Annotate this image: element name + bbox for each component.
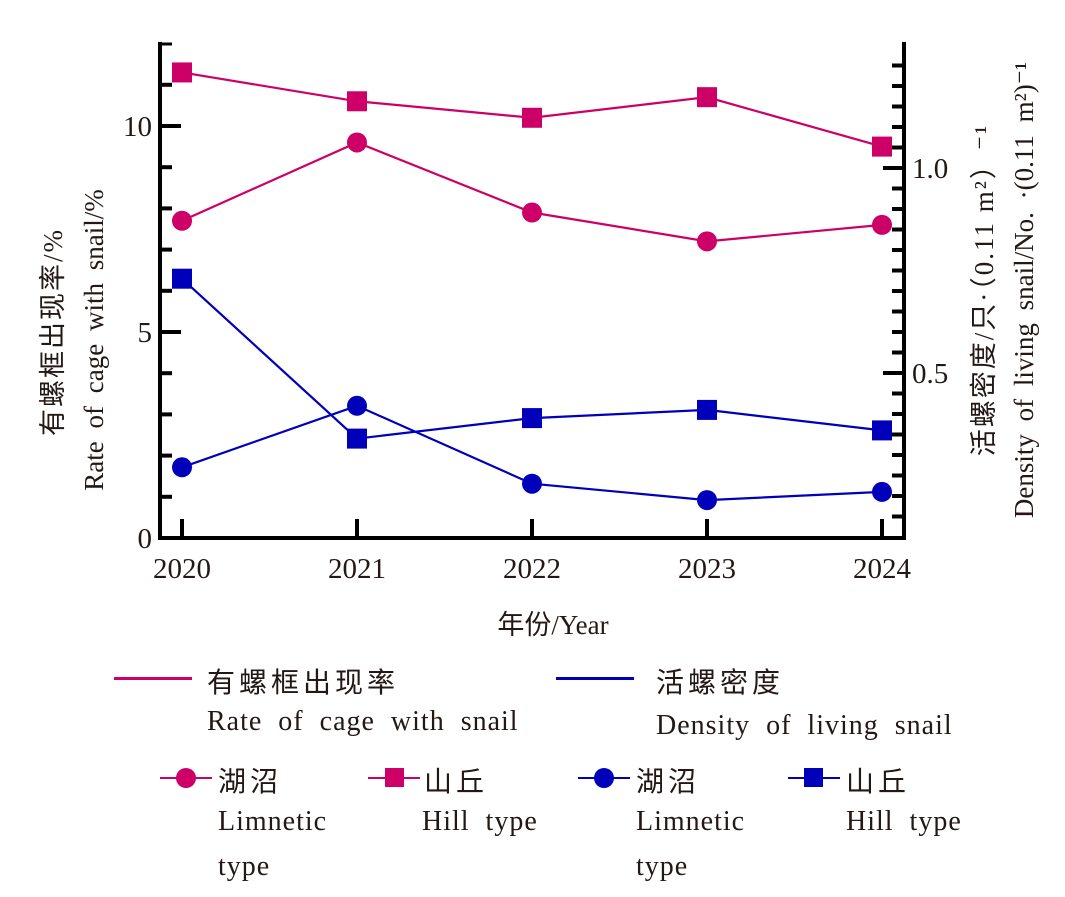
series-layer [172, 62, 892, 511]
x-tick-label: 2021 [328, 553, 386, 585]
y-left-tick-label: 5 [138, 317, 153, 349]
data-point-density-circle [697, 490, 717, 511]
data-point-rate-circle [172, 210, 192, 231]
y-right-tick-label: 1.0 [912, 153, 948, 185]
x-tick-label: 2022 [503, 553, 561, 585]
data-point-rate-circle [872, 214, 892, 235]
data-point-density-square [172, 268, 192, 289]
y-left-axis-title-en: Rate of cage with snail/% [79, 189, 109, 490]
data-point-rate-circle [522, 202, 542, 223]
data-point-density-circle [872, 481, 892, 502]
x-tick-label: 2023 [678, 553, 736, 585]
data-point-rate-square [522, 107, 542, 128]
data-point-rate-square [872, 136, 892, 157]
y-left-tick-label: 0 [138, 523, 153, 555]
y-right-axis-title-en: Density of living snail/No. ·(0.11 m²)⁻¹ [1009, 62, 1039, 518]
y-left-axis-title-cn: 有螺框出现率/% [38, 228, 68, 436]
data-point-rate-circle [697, 231, 717, 252]
data-point-rate-circle [347, 132, 367, 153]
data-point-rate-square [172, 62, 192, 83]
data-point-density-square [347, 428, 367, 449]
data-point-density-circle [172, 457, 192, 478]
axes: 0 5 10 0.5 1.0 2020 2021 2022 2023 2024 [123, 42, 948, 585]
x-tick-label: 2020 [153, 553, 211, 585]
data-point-density-square [697, 399, 717, 420]
data-point-rate-square [347, 91, 367, 112]
series-line-rate-circle [181, 141, 883, 243]
data-point-rate-square [697, 87, 717, 108]
x-tick-label: 2024 [853, 553, 912, 585]
data-point-density-circle [522, 473, 542, 494]
data-point-density-circle [347, 395, 367, 416]
x-axis-title: 年份/Year [497, 610, 608, 640]
y-right-tick-label: 0.5 [912, 358, 948, 390]
data-point-density-square [872, 420, 892, 441]
y-right-axis-title-cn: 活螺密度/只·（0.11 m²）⁻¹ [969, 124, 999, 456]
data-point-density-square [522, 408, 542, 429]
y-left-tick-label: 10 [123, 111, 152, 143]
